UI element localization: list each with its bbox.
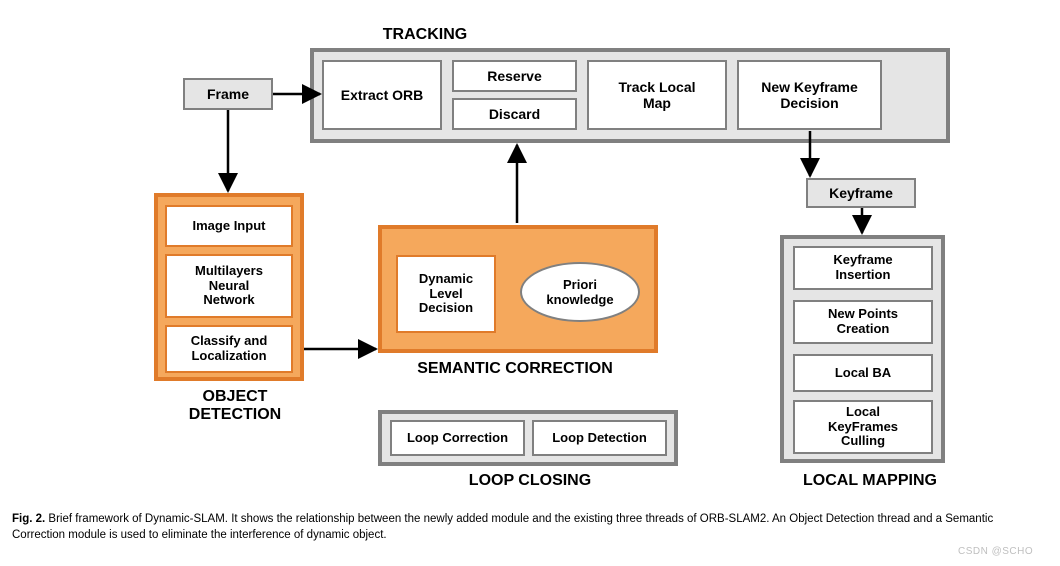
node-kf_culling: Local KeyFrames Culling: [793, 400, 933, 454]
node-kf_insert: Keyframe Insertion: [793, 246, 933, 290]
section-title-local_mapping: LOCAL MAPPING: [760, 472, 980, 490]
node-local_ba: Local BA: [793, 354, 933, 392]
node-dyn_level: Dynamic Level Decision: [396, 255, 496, 333]
node-classify: Classify and Localization: [165, 325, 293, 373]
caption-label: Fig. 2.: [12, 513, 45, 525]
node-frame: Frame: [183, 78, 273, 110]
node-priori: Priori knowledge: [520, 262, 640, 322]
watermark: CSDN @SCHO: [958, 546, 1033, 557]
node-new_points: New Points Creation: [793, 300, 933, 344]
caption-text: Brief framework of Dynamic-SLAM. It show…: [12, 513, 993, 541]
node-new_kf: New Keyframe Decision: [737, 60, 882, 130]
node-track_local: Track Local Map: [587, 60, 727, 130]
section-title-obj_detection: OBJECT DETECTION: [135, 388, 335, 424]
node-extract: Extract ORB: [322, 60, 442, 130]
section-title-semantic: SEMANTIC CORRECTION: [385, 360, 645, 378]
node-loop_det: Loop Detection: [532, 420, 667, 456]
node-keyframe: Keyframe: [806, 178, 916, 208]
section-title-tracking: TRACKING: [325, 26, 525, 44]
node-loop_corr: Loop Correction: [390, 420, 525, 456]
figure-caption: Fig. 2. Brief framework of Dynamic-SLAM.…: [12, 512, 1048, 543]
node-reserve: Reserve: [452, 60, 577, 92]
node-discard: Discard: [452, 98, 577, 130]
section-title-loop_closing: LOOP CLOSING: [420, 472, 640, 490]
node-multilayer: Multilayers Neural Network: [165, 254, 293, 318]
node-img_input: Image Input: [165, 205, 293, 247]
